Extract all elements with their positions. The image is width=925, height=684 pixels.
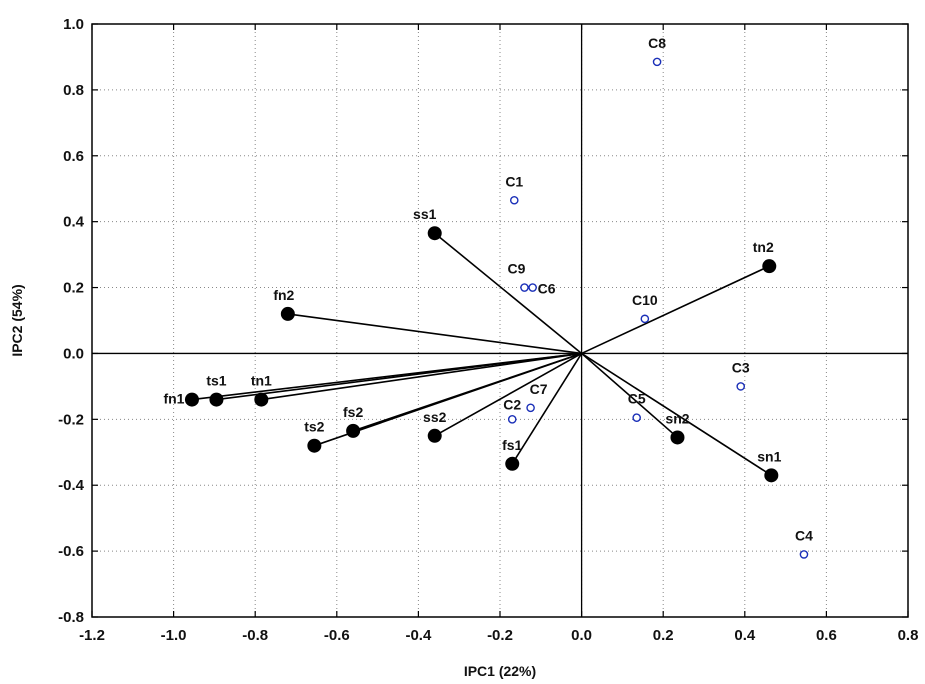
label-fs2: fs2	[343, 404, 363, 420]
y-tick-label: 1.0	[63, 16, 84, 33]
label-ts1: ts1	[206, 373, 226, 389]
point-C7	[526, 403, 535, 413]
point-ss2	[427, 428, 442, 443]
x-tick-label: -0.6	[324, 627, 350, 644]
point-C1	[509, 195, 519, 205]
label-sn1: sn1	[757, 448, 781, 464]
y-tick-label: 0.4	[63, 214, 85, 231]
point-fs1	[505, 456, 520, 471]
vector-fn2	[287, 313, 582, 355]
point-C8	[652, 57, 662, 67]
x-tick-label: -1.0	[161, 627, 187, 644]
point-tn2	[762, 259, 777, 274]
label-fn1: fn1	[163, 391, 184, 407]
label-tn1: tn1	[251, 373, 272, 389]
x-axis-title: IPC1 (22%)	[464, 663, 536, 679]
label-tn2: tn2	[753, 239, 774, 255]
label-fs1: fs1	[502, 437, 522, 453]
x-tick-label: 0.2	[653, 627, 674, 644]
label-C6: C6	[538, 281, 556, 297]
x-tick-label: 0.4	[734, 627, 756, 644]
point-labels: ss1 tn2 fn2 fn1 ts1 tn1 ts2 fs2 ss2 fs1 sn2 sn1 C8 C1…	[163, 35, 813, 544]
zero-axes	[92, 24, 908, 617]
label-C3: C3	[732, 359, 750, 375]
point-fn1	[184, 392, 199, 407]
point-fn2	[280, 306, 295, 321]
vector-sn1	[581, 352, 772, 477]
y-tick-label: 0.8	[63, 82, 84, 99]
label-C2: C2	[503, 396, 521, 412]
label-C1: C1	[505, 173, 523, 189]
y-tick-label: 0.0	[63, 345, 84, 362]
vector-tn1	[261, 352, 582, 401]
point-fs2	[346, 423, 361, 438]
x-tick-label: -0.2	[487, 627, 513, 644]
y-tick-labels: 1.0 0.8 0.6 0.4 0.2 0.0 -0.2 -0.4 -0.6 -0.8	[58, 16, 85, 626]
y-tick-label: -0.2	[58, 411, 84, 428]
label-C8: C8	[648, 35, 666, 51]
x-tick-label: -0.4	[405, 627, 432, 644]
vector-ss1	[434, 232, 583, 355]
label-ss1: ss1	[413, 206, 437, 222]
y-axis-title: IPC2 (54%)	[9, 284, 25, 356]
label-C4: C4	[795, 527, 813, 543]
label-C5: C5	[628, 391, 646, 407]
point-ts1	[209, 392, 224, 407]
point-C2	[507, 415, 517, 424]
data-points	[184, 57, 809, 559]
y-tick-label: 0.2	[63, 280, 84, 297]
x-tick-label: 0.0	[571, 627, 592, 644]
vector-fs1	[511, 353, 583, 465]
x-tick-labels: -1.2 -1.0 -0.8 -0.6 -0.4 -0.2 0.0 0.2 0.4 0.6 0.8	[79, 627, 918, 644]
y-tick-label: 0.6	[63, 148, 84, 165]
vector-ss2	[434, 352, 582, 437]
y-tick-label: -0.4	[58, 477, 85, 494]
label-C9: C9	[508, 261, 526, 277]
point-ss1	[427, 226, 442, 241]
point-ts2	[307, 438, 322, 453]
label-C7: C7	[530, 381, 548, 397]
point-C4	[799, 550, 809, 559]
point-C9	[520, 283, 529, 292]
label-fn2: fn2	[273, 287, 294, 303]
x-tick-label: -1.2	[79, 627, 105, 644]
vector-fs2	[352, 352, 582, 432]
point-sn2	[670, 430, 685, 445]
label-ss2: ss2	[423, 409, 447, 425]
point-C5	[632, 413, 641, 422]
y-tick-label: -0.6	[58, 543, 84, 560]
label-ts2: ts2	[304, 419, 324, 435]
point-tn1	[254, 392, 269, 407]
vector-tn2	[581, 265, 770, 355]
y-tick-label: -0.8	[58, 609, 84, 626]
label-C10: C10	[632, 292, 658, 308]
point-sn1	[764, 468, 779, 483]
loading-vectors	[191, 232, 772, 477]
vector-ts1	[216, 352, 582, 401]
point-C6	[528, 283, 537, 292]
x-tick-label: 0.6	[816, 627, 837, 644]
x-tick-label: 0.8	[898, 627, 919, 644]
x-tick-label: -0.8	[242, 627, 268, 644]
label-sn2: sn2	[665, 410, 689, 426]
grid	[91, 23, 909, 618]
vector-sn2	[581, 352, 679, 439]
point-C3	[736, 382, 746, 391]
point-C10	[640, 314, 650, 324]
